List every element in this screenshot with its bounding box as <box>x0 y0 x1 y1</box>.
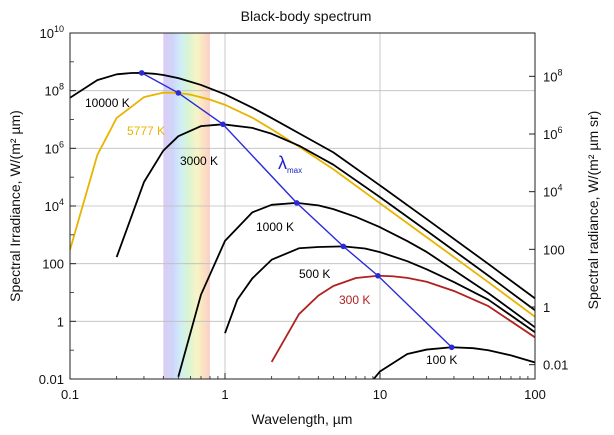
lambda-max-group <box>138 70 455 351</box>
grid-lines <box>70 33 535 379</box>
curve-label-10000k: 10000 K <box>85 96 130 110</box>
curve-label-300k: 300 K <box>339 293 370 307</box>
series-line-3000k <box>115 123 535 311</box>
lambda-max-point <box>375 272 381 279</box>
x-axis-ticks: 0.1 1 10 100 <box>61 373 546 402</box>
curve-label-500k: 500 K <box>299 267 330 281</box>
y-right-tick-label: 1 <box>543 300 550 315</box>
lambda-max-point <box>448 344 455 351</box>
curve-label-1000k: 1000 K <box>256 220 294 234</box>
y-axis-left-label: Spectral Irradiance, W/(m² µm) <box>7 110 23 302</box>
y-right-tick-label: 108 <box>543 67 562 84</box>
y-right-tick-label: 0.01 <box>543 358 568 373</box>
y-left-tick-label: 108 <box>45 82 64 99</box>
lambda-max-point <box>220 121 226 128</box>
x-tick-label: 1 <box>221 387 228 402</box>
y-axis-left-ticks: 0.01 1 100 104 106 108 1010 <box>39 24 76 387</box>
series-line-10000k <box>70 72 535 300</box>
y-left-tick-label: 100 <box>42 257 64 272</box>
y-right-tick-label: 104 <box>543 183 562 200</box>
y-left-tick-label: 104 <box>45 197 64 214</box>
y-left-tick-label: 0.01 <box>39 372 64 387</box>
series-line-500k <box>224 245 535 334</box>
chart-title: Black-body spectrum <box>241 8 372 24</box>
curve-label-100k: 100 K <box>426 353 457 367</box>
curve-labels: 10000 K 5777 K 3000 K 1000 K 500 K 300 K 100 K <box>85 96 457 367</box>
lambda-max-point <box>293 200 300 206</box>
y-axis-right-ticks: 0.01 1 100 104 106 108 <box>529 67 568 373</box>
x-tick-label: 100 <box>524 387 546 402</box>
curve-label-3000k: 3000 K <box>180 154 218 168</box>
y-left-tick-label: 106 <box>45 139 64 156</box>
x-tick-label: 0.1 <box>61 387 79 402</box>
series-line-1000k <box>177 202 535 377</box>
y-right-tick-label: 106 <box>543 125 562 142</box>
series-line-300k <box>270 274 535 363</box>
curve-label-5777k: 5777 K <box>127 124 165 138</box>
x-tick-label: 10 <box>373 387 387 402</box>
lambda-max-point <box>340 243 347 250</box>
lambda-max-point <box>138 70 145 76</box>
lambda-max-point <box>175 90 182 96</box>
lambda-max-label: λmax <box>278 153 302 175</box>
y-axis-right-label: Spectral radiance, W/(m² µm sr) <box>585 111 601 310</box>
x-axis-label: Wavelength, µm <box>252 411 353 427</box>
series-group <box>70 72 535 379</box>
series-line-5777k <box>70 91 535 318</box>
y-left-tick-label: 1010 <box>40 24 64 41</box>
y-right-tick-label: 100 <box>543 242 565 257</box>
y-left-tick-label: 1 <box>57 314 64 329</box>
